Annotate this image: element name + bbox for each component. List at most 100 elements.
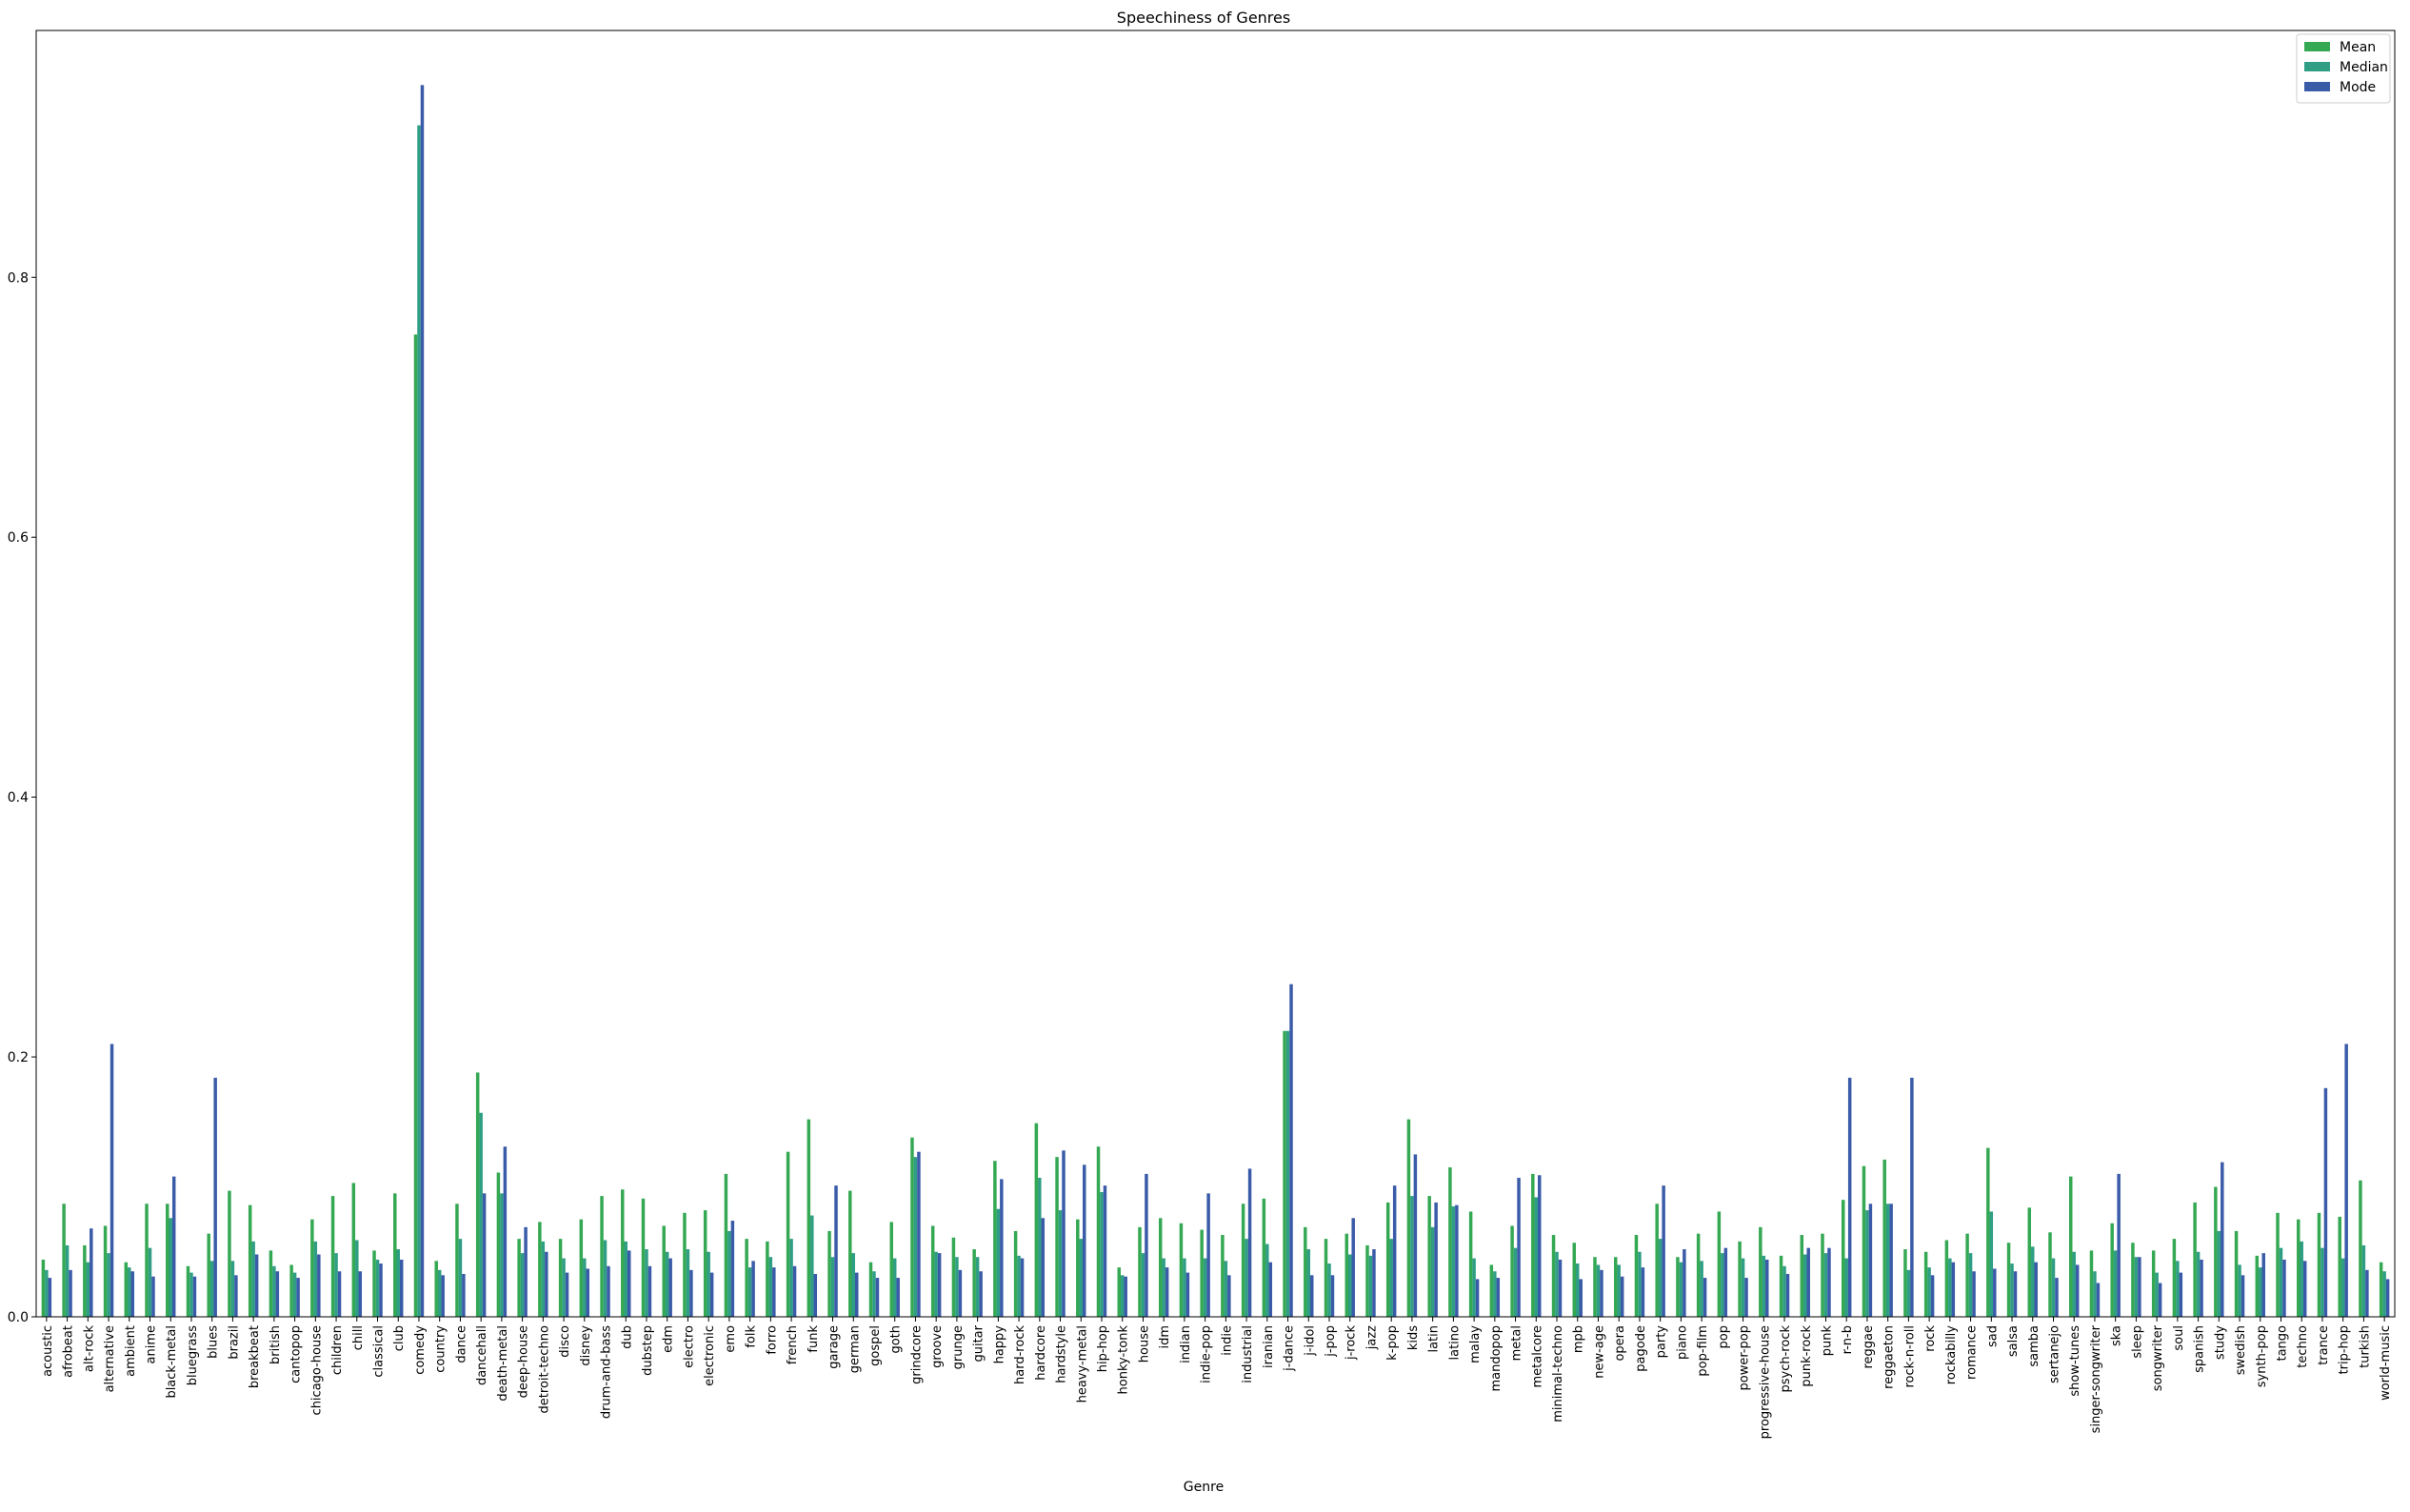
bar-mean-grindcore [910, 1137, 914, 1317]
bar-median-progressive-house [1762, 1255, 1766, 1317]
bar-mean-dub [621, 1189, 625, 1317]
bar-mode-trip-hop [2344, 1044, 2348, 1317]
bar-mode-electronic [709, 1272, 714, 1317]
x-tick-label-british: british [269, 1325, 283, 1364]
x-tick-label-dub: dub [620, 1325, 634, 1349]
x-tick-label-synth-pop: synth-pop [2255, 1325, 2269, 1387]
bar-mode-alternative [110, 1044, 114, 1317]
bar-mean-goth [889, 1222, 893, 1317]
bar-mode-afrobeat [69, 1269, 72, 1317]
x-tick-label-jazz: jazz [1364, 1325, 1379, 1350]
bar-mode-hardcore [1041, 1218, 1046, 1317]
bar-mode-alt-rock [90, 1228, 93, 1317]
legend-label-mode: Mode [2340, 80, 2376, 95]
bar-mean-deep-house [517, 1239, 521, 1317]
x-tick-label-electronic: electronic [703, 1325, 717, 1386]
bar-median-dubstep [645, 1249, 648, 1317]
bar-mean-songwriter [2151, 1250, 2156, 1317]
bar-mean-bluegrass [186, 1265, 190, 1317]
bar-mode-garage [834, 1185, 838, 1317]
bar-median-industrial [1245, 1239, 1248, 1317]
bar-mean-reggae [1862, 1165, 1866, 1317]
bar-mode-industrial [1247, 1168, 1252, 1317]
bar-mode-samba [2034, 1262, 2038, 1317]
x-tick-label-groove: groove [930, 1325, 945, 1368]
bar-mode-sad [1993, 1268, 1997, 1317]
bar-mean-grunge [951, 1237, 956, 1317]
bar-median-funk [810, 1215, 814, 1317]
bar-mode-psych-rock [1785, 1273, 1790, 1317]
bar-mode-swedish [2241, 1275, 2245, 1317]
x-tick-label-new-age: new-age [1592, 1325, 1606, 1379]
bar-mean-guitar [972, 1249, 976, 1317]
bar-mean-chicago-house [310, 1219, 314, 1317]
x-tick-label-hip-hop: hip-hop [1096, 1325, 1110, 1372]
bar-mode-mpb [1579, 1279, 1583, 1317]
bar-mean-hardstyle [1055, 1157, 1059, 1317]
bar-mean-progressive-house [1759, 1226, 1763, 1317]
bar-mode-bluegrass [192, 1276, 197, 1317]
bar-median-disney [583, 1258, 587, 1317]
bar-median-show-tunes [2072, 1251, 2076, 1317]
x-tick-label-show-tunes: show-tunes [2068, 1325, 2082, 1397]
bar-mean-comedy [413, 334, 418, 1318]
x-tick-label-r-n-b: r-n-b [1841, 1325, 1855, 1354]
x-tick-label-detroit-techno: detroit-techno [537, 1325, 551, 1413]
x-tick-label-alt-rock: alt-rock [82, 1325, 96, 1373]
bar-mean-french [786, 1151, 790, 1317]
bar-mode-indian [1185, 1272, 1190, 1317]
legend-swatch-median [2304, 62, 2330, 71]
bar-median-german [851, 1253, 855, 1317]
bar-mode-gospel [875, 1278, 880, 1317]
x-tick-label-country: country [434, 1325, 448, 1373]
x-axis-label: Genre [1184, 1480, 1224, 1495]
bar-median-spanish [2196, 1251, 2201, 1317]
bar-median-folk [747, 1267, 752, 1317]
bar-mean-anime [145, 1204, 149, 1317]
x-tick-label-french: french [786, 1325, 800, 1364]
x-tick-label-salsa: salsa [2006, 1325, 2021, 1357]
x-tick-label-disco: disco [558, 1325, 572, 1358]
bar-mean-club [393, 1193, 397, 1317]
x-tick-label-electro: electro [682, 1325, 696, 1368]
bar-mode-classical [379, 1263, 383, 1317]
x-tick-label-trip-hop: trip-hop [2338, 1325, 2352, 1374]
x-tick-label-ska: ska [2110, 1325, 2124, 1346]
bar-mean-hard-rock [1013, 1230, 1018, 1317]
x-tick-label-alternative: alternative [103, 1325, 117, 1392]
bar-mode-disney [586, 1268, 590, 1317]
bar-median-power-pop [1741, 1258, 1745, 1317]
bar-mode-ska [2117, 1173, 2121, 1317]
bar-mean-breakbeat [248, 1204, 252, 1317]
bar-median-electro [686, 1249, 690, 1317]
bar-median-happy [996, 1208, 1001, 1317]
bar-median-psych-rock [1783, 1265, 1786, 1317]
bar-median-brazil [230, 1261, 235, 1317]
x-tick-label-j-dance: j-dance [1283, 1325, 1297, 1372]
bar-median-mpb [1576, 1263, 1580, 1317]
bars-layer [41, 85, 2390, 1318]
x-tick-label-samba: samba [2027, 1325, 2042, 1367]
bar-mode-chill [358, 1271, 362, 1317]
bar-mode-groove [937, 1253, 942, 1317]
bar-median-synth-pop [2259, 1267, 2262, 1317]
x-tick-label-drum-and-bass: drum-and-bass [600, 1325, 614, 1419]
bar-mode-honky-tonk [1124, 1276, 1127, 1317]
x-axis: acoustic afrobeat alt-rock alternative ambie… [41, 1317, 2393, 1439]
bar-median-iranian [1265, 1243, 1269, 1317]
x-tick-label-romance: romance [1965, 1325, 1980, 1380]
bar-mode-turkish [2365, 1269, 2369, 1317]
bar-mean-sertanejo [2048, 1232, 2052, 1317]
bar-median-black-metal [169, 1218, 172, 1317]
bar-mode-club [399, 1259, 404, 1317]
bar-median-breakbeat [251, 1241, 255, 1317]
bar-mean-samba [2027, 1207, 2032, 1317]
bar-median-goth [892, 1258, 897, 1317]
bar-mean-show-tunes [2069, 1176, 2073, 1317]
bar-mode-party [1662, 1185, 1665, 1317]
bar-mean-idm [1158, 1218, 1163, 1317]
x-tick-label-indie-pop: indie-pop [1200, 1325, 1214, 1383]
x-tick-label-sertanejo: sertanejo [2047, 1325, 2061, 1383]
